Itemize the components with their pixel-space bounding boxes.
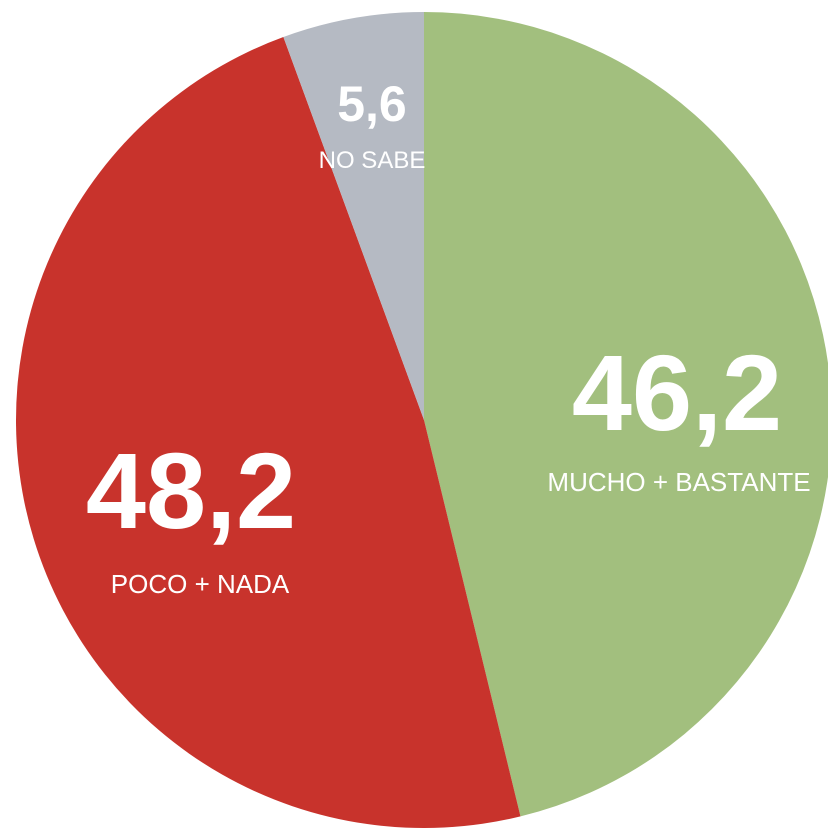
pie-slice-poco-nada bbox=[15, 36, 521, 829]
pie-slice-no-sabe bbox=[283, 12, 424, 420]
pie-slice-mucho-bastante bbox=[424, 12, 828, 817]
slice-label-no-sabe: NO SABE bbox=[319, 147, 426, 174]
slice-value-no-sabe: 5,6 bbox=[337, 76, 407, 132]
slice-label-mucho-bastante: MUCHO + BASTANTE bbox=[547, 467, 810, 497]
pie-labels: 46,2 MUCHO + BASTANTE 48,2 POCO + NADA 5… bbox=[86, 76, 811, 599]
slice-value-poco-nada: 48,2 bbox=[86, 430, 296, 551]
pie-slices bbox=[15, 12, 828, 829]
slice-label-poco-nada: POCO + NADA bbox=[111, 569, 290, 599]
slice-value-mucho-bastante: 46,2 bbox=[572, 332, 782, 453]
